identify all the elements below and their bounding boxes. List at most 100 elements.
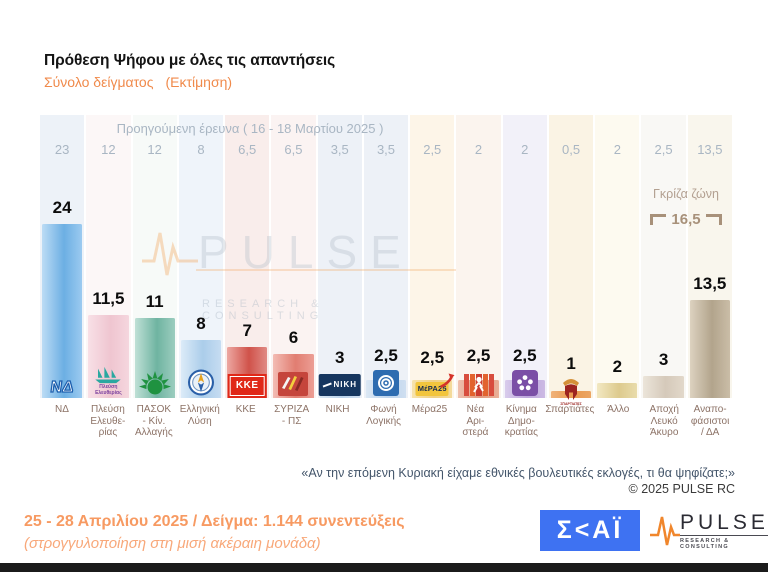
- party-column-anapof: 13,5 13,5: [687, 115, 732, 398]
- current-value-syriza: 6: [288, 328, 299, 347]
- previous-value-ellysi: 8: [197, 142, 205, 157]
- party-label-spart: Σπαρτιάτες: [545, 404, 595, 415]
- spart-logo-icon: ΣΠΑΡΤΙΑΤΕΣ: [560, 376, 582, 406]
- fieldwork-dates-sample: 25 - 28 Απριλίου 2025 / Δείγμα: 1.144 συ…: [24, 513, 405, 530]
- survey-question: «Αν την επόμενη Κυριακή είχαμε εθνικές β…: [301, 466, 735, 480]
- previous-value-niki: 3,5: [330, 142, 349, 157]
- nd-logo-icon: ΝΔ: [49, 378, 76, 396]
- category-labels-row: ΝΔ Πλεύση Ελευθε-ρίας ΠΑΣΟΚ - Κίν. Αλλαγής Ελλ…: [40, 404, 732, 439]
- party-column-nea: 2 2,5: [456, 115, 501, 398]
- pulse-logo: PULSE RESEARCH & CONSULTING: [650, 508, 768, 554]
- current-value-apochi: 3: [658, 350, 669, 369]
- bar-plefsi: [88, 315, 129, 398]
- party-label-nd: ΝΔ: [55, 404, 69, 415]
- previous-value-allo: 2: [613, 142, 621, 157]
- mera25-logo-icon: ΜέΡΑ25: [415, 373, 455, 396]
- bar-nd: [42, 224, 83, 398]
- party-column-niki: 3,5 ΝΙΚΗ 3: [317, 115, 362, 398]
- party-column-kin: 2 2,5: [502, 115, 547, 398]
- skai-logo: Σ<ΑΪ: [540, 510, 640, 551]
- page-title: Πρόθεση Ψήφου με όλες τις απαντήσεις: [44, 52, 336, 69]
- party-column-apochi: 2,5 3: [641, 115, 686, 398]
- copyright-line: © 2025 PULSE RC: [628, 482, 735, 496]
- party-column-nd: 23 ΝΔ 24: [40, 115, 85, 398]
- current-value-kin: 2,5: [512, 346, 537, 365]
- previous-value-plefsi: 12: [101, 142, 116, 157]
- party-label-allo: Άλλο: [607, 404, 630, 415]
- party-label-apochi: Αποχή Λευκό Άκυρο: [649, 404, 679, 438]
- current-value-anapof: 13,5: [693, 274, 727, 293]
- party-label-kke: ΚΚΕ: [235, 404, 256, 415]
- party-column-mera25: 2,5 ΜέΡΑ25 2,5: [410, 115, 455, 398]
- plefsi-logo-icon: Πλεύση Ελευθερίας: [92, 365, 124, 396]
- bar-chart: PULSE RESEARCH & CONSULTING 23 ΝΔ 24 12 Πλεύ…: [40, 115, 732, 406]
- grey-zone-label: Γκρίζα ζώνη: [652, 187, 720, 201]
- previous-value-foni: 3,5: [376, 142, 396, 157]
- kin-logo-icon: [511, 370, 538, 396]
- party-label-kin: Κίνημα Δημο-κρατίας: [504, 404, 538, 438]
- current-value-niki: 3: [334, 348, 345, 367]
- previous-value-kin: 2: [521, 142, 529, 157]
- previous-value-nd: 23: [54, 142, 70, 157]
- previous-value-pasok: 12: [147, 142, 162, 157]
- previous-value-apochi: 2,5: [654, 142, 673, 157]
- previous-value-kke: 6,5: [238, 142, 257, 157]
- party-column-spart: 0,5 ΣΠΑΡΤΙΑΤΕΣ 1: [548, 115, 594, 406]
- pulse-logo-subtext: RESEARCH & CONSULTING: [680, 538, 730, 550]
- current-value-plefsi: 11,5: [92, 289, 125, 308]
- previous-value-syriza: 6,5: [284, 142, 303, 157]
- current-value-mera25: 2,5: [420, 348, 445, 367]
- party-label-foni: Φωνή Λογικής: [366, 404, 401, 427]
- current-value-kke: 7: [242, 321, 252, 340]
- pulse-logo-text: PULSE: [680, 511, 768, 536]
- bar-spart: [550, 391, 592, 398]
- party-column-pasok: 12 11: [132, 115, 177, 398]
- party-label-mera25: Μέρα25: [411, 404, 448, 415]
- pasok-logo-icon: [138, 370, 171, 396]
- kke-logo-icon: ΚΚΕ: [229, 376, 265, 396]
- subtitle-sample: Σύνολο δείγματος: [44, 74, 154, 90]
- current-value-pasok: 11: [145, 292, 164, 311]
- previous-value-mera25: 2,5: [423, 142, 442, 157]
- grey-zone-value: 16,5: [640, 211, 732, 228]
- party-column-plefsi: 12 Πλεύση Ελευθερίας 11,5: [86, 115, 131, 398]
- syriza-logo-icon: [278, 372, 309, 396]
- party-column-foni: 3,5 2,5: [363, 115, 409, 398]
- party-column-kke: 6,5 ΚΚΕ 7: [225, 115, 270, 398]
- bars-area: 23 ΝΔ 24 12 Πλεύση Ελευθερίας 11,5 12 11 8 8 6,5 ΚΚΕ…: [40, 115, 732, 406]
- bar-anapof: [689, 300, 730, 398]
- ellysi-logo-icon: [187, 369, 214, 396]
- party-label-niki: ΝΙΚΗ: [325, 404, 350, 415]
- bottom-edge-strip: [0, 563, 768, 572]
- party-label-syriza: ΣΥΡΙΖΑ - ΠΣ: [274, 404, 310, 427]
- party-label-pasok: ΠΑΣΟΚ - Κίν. Αλλαγής: [135, 404, 173, 438]
- nea-logo-icon: [463, 374, 494, 396]
- party-label-anapof: Αναπο-φάσιστοι / ΔΑ: [690, 404, 730, 438]
- previous-value-nea: 2: [474, 142, 483, 157]
- grey-zone-bracket-left: [650, 214, 667, 225]
- current-value-spart: 1: [566, 354, 576, 373]
- party-label-nea: Νέα Αρι-στερά: [462, 404, 489, 438]
- grey-zone-bracket-right: [705, 214, 722, 225]
- previous-survey-header: Προηγούμενη έρευνα ( 16 - 18 Μαρτίου 202…: [116, 121, 384, 136]
- party-label-ellysi: Ελληνική Λύση: [179, 404, 220, 427]
- previous-value-spart: 0,5: [562, 142, 581, 157]
- subtitle-estimate: (Εκτίμηση): [165, 74, 233, 90]
- current-value-nd: 24: [52, 198, 72, 217]
- bar-apochi: [643, 376, 684, 398]
- current-value-allo: 2: [612, 357, 623, 376]
- niki-logo-icon: ΝΙΚΗ: [318, 374, 361, 396]
- party-label-plefsi: Πλεύση Ελευθε-ρίας: [90, 404, 126, 438]
- current-value-ellysi: 8: [196, 314, 206, 333]
- rounding-note: (στρογγυλοποίηση στη μισή ακέραιη μονάδα…: [24, 535, 321, 552]
- foni-logo-icon: [372, 370, 399, 396]
- bar-allo: [597, 383, 638, 398]
- current-value-nea: 2,5: [466, 346, 491, 365]
- previous-value-anapof: 13,5: [697, 142, 723, 157]
- page-subtitle: Σύνολο δείγματος (Εκτίμηση): [44, 74, 232, 90]
- party-column-syriza: 6,5 6: [271, 115, 316, 398]
- current-value-foni: 2,5: [374, 346, 398, 365]
